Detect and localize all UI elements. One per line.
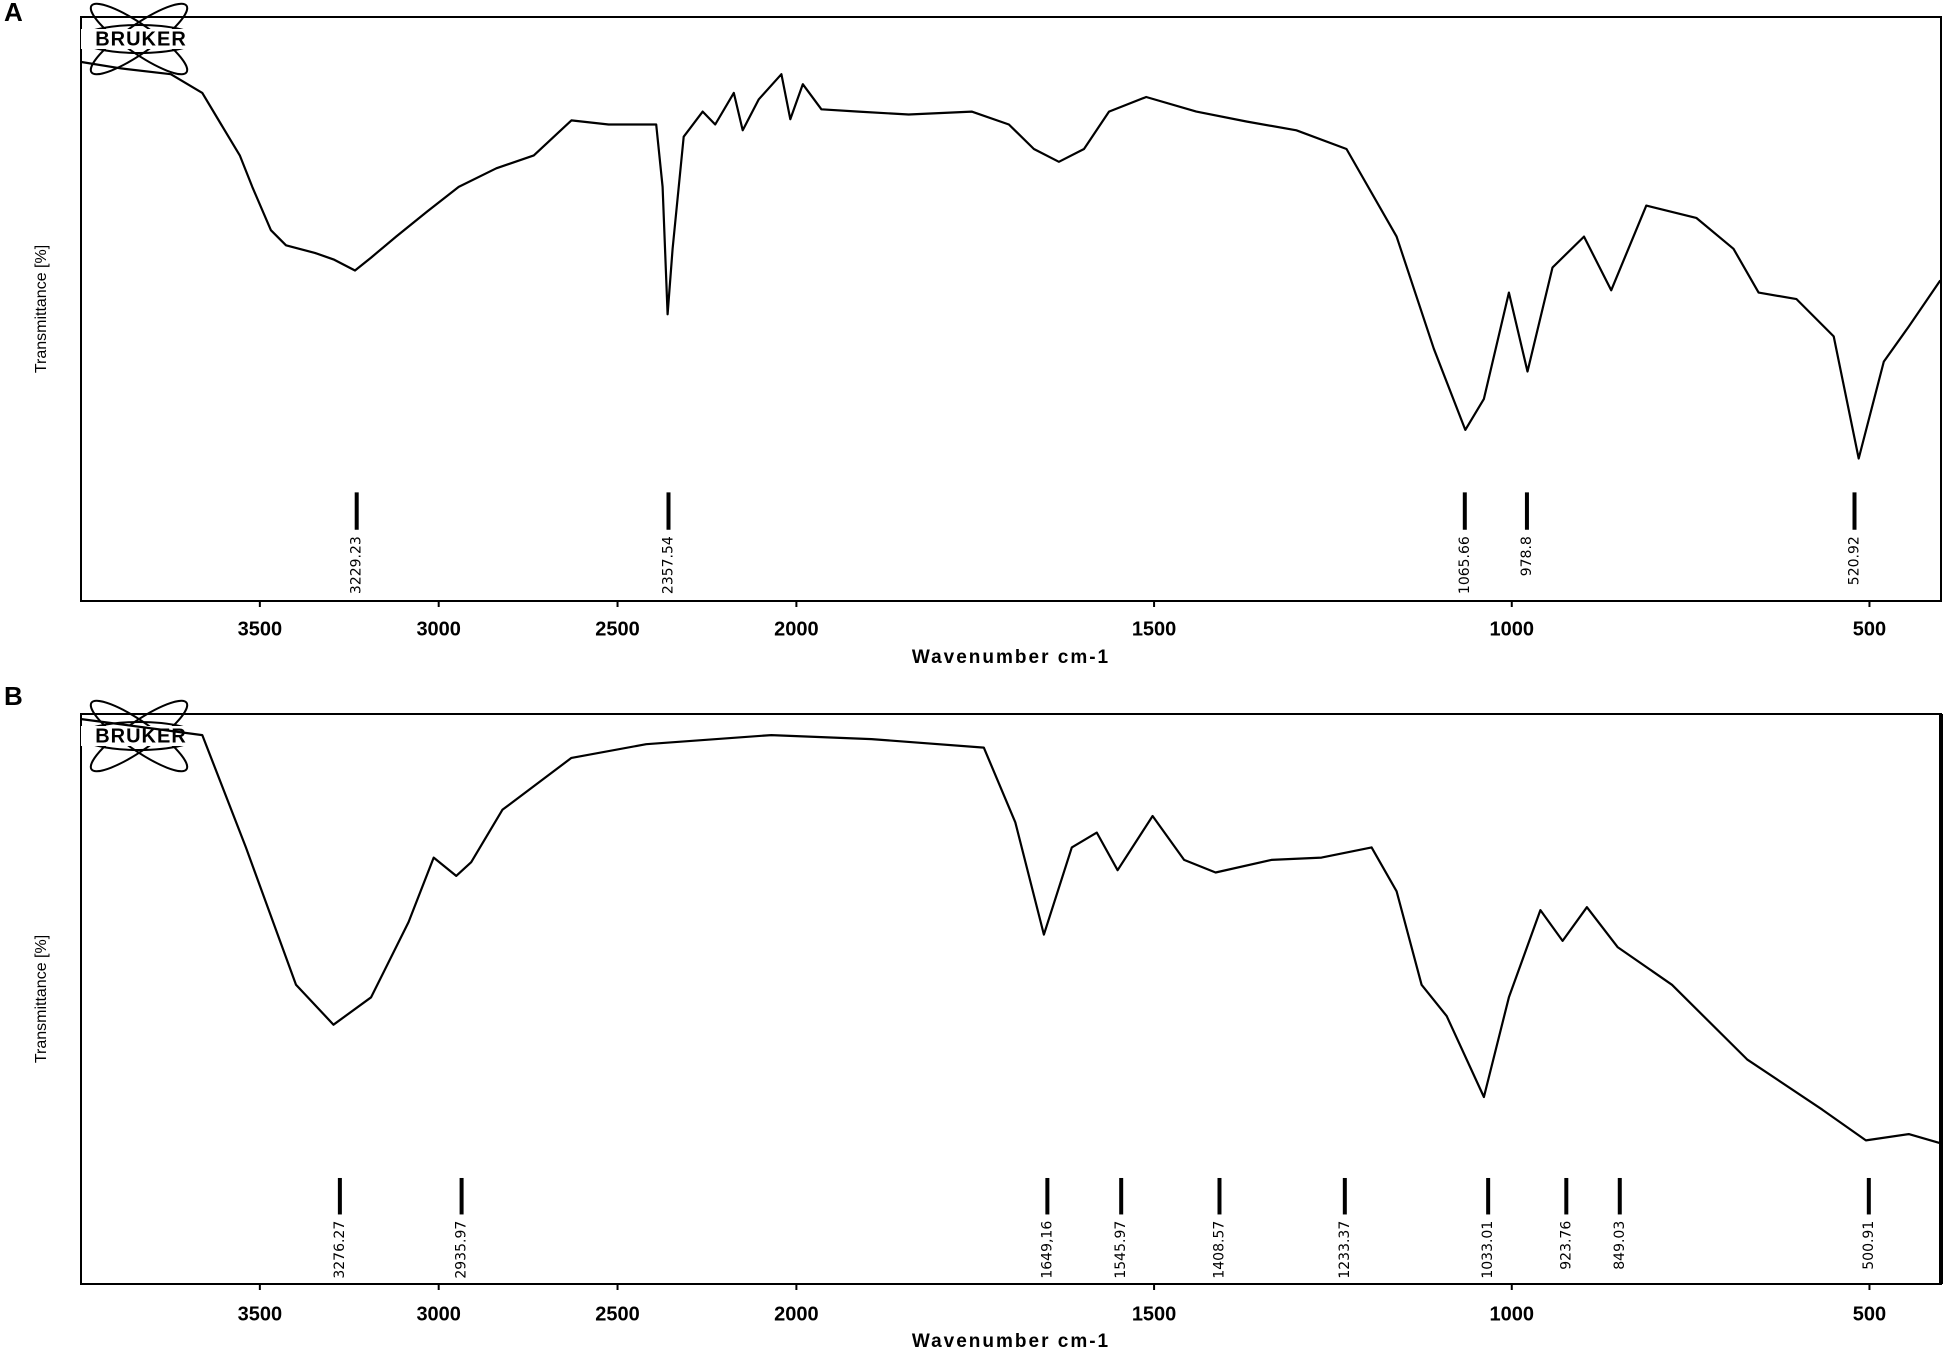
x-tick-label: 3500 <box>238 618 283 640</box>
y-axis-label: Transmittance [%] <box>33 245 50 373</box>
logo-ring <box>89 2 189 76</box>
x-tick-label: 2500 <box>595 1303 640 1325</box>
peak-label: 1545.97 <box>1113 1221 1129 1279</box>
x-tick-label: 2500 <box>595 618 640 640</box>
peak-label: 1408.57 <box>1211 1221 1227 1279</box>
logo-text: BRUKER <box>95 28 187 50</box>
x-tick-label: 1000 <box>1490 1303 1535 1325</box>
panel-label: B <box>4 681 23 711</box>
x-tick-label: 1500 <box>1132 1303 1177 1325</box>
peak-label: 2357.54 <box>660 536 676 594</box>
x-tick-label: 2000 <box>774 1303 819 1325</box>
peak-label: 520.92 <box>1846 536 1862 585</box>
logo-ring <box>89 699 189 773</box>
logo-ring <box>89 2 189 76</box>
logo-text: BRUKER <box>95 725 187 747</box>
panel-label: A <box>4 0 23 27</box>
peak-label: 849.03 <box>1612 1221 1628 1270</box>
peak-label: 3276.27 <box>332 1221 348 1279</box>
x-tick-label: 2000 <box>774 618 819 640</box>
x-tick-label: 3000 <box>416 1303 461 1325</box>
x-tick-label: 3500 <box>238 1303 283 1325</box>
x-tick-label: 500 <box>1853 618 1886 640</box>
peak-label: 923.76 <box>1558 1221 1574 1270</box>
spectrum-line <box>81 60 1942 460</box>
logo: BRUKER <box>80 699 199 773</box>
peak-label: 1649,16 <box>1039 1221 1055 1279</box>
x-tick-label: 1000 <box>1490 618 1535 640</box>
x-tick-label: 3000 <box>416 618 461 640</box>
logo-bg <box>81 29 199 49</box>
peak-label: 1033.01 <box>1480 1221 1496 1279</box>
plot-frame <box>80 713 1942 1285</box>
x-axis-label: Wavenumber cm-1 <box>912 647 1110 668</box>
plot-frame <box>80 16 1942 602</box>
peak-label: 2935.97 <box>454 1221 470 1279</box>
logo-ring <box>89 699 189 773</box>
x-axis-label: Wavenumber cm-1 <box>912 1331 1110 1352</box>
y-axis-label: Transmittance [%] <box>33 935 50 1063</box>
x-tick-label: 1500 <box>1132 618 1177 640</box>
peak-label: 1065.66 <box>1457 536 1473 594</box>
x-tick-label: 500 <box>1853 1303 1886 1325</box>
spectrum-line <box>81 718 1941 1145</box>
peak-label: 978.8 <box>1519 536 1535 576</box>
peak-label: 500.91 <box>1861 1221 1877 1270</box>
logo: BRUKER <box>80 2 199 76</box>
peak-label: 3229.23 <box>349 536 365 594</box>
peak-label: 1233.37 <box>1337 1221 1353 1279</box>
